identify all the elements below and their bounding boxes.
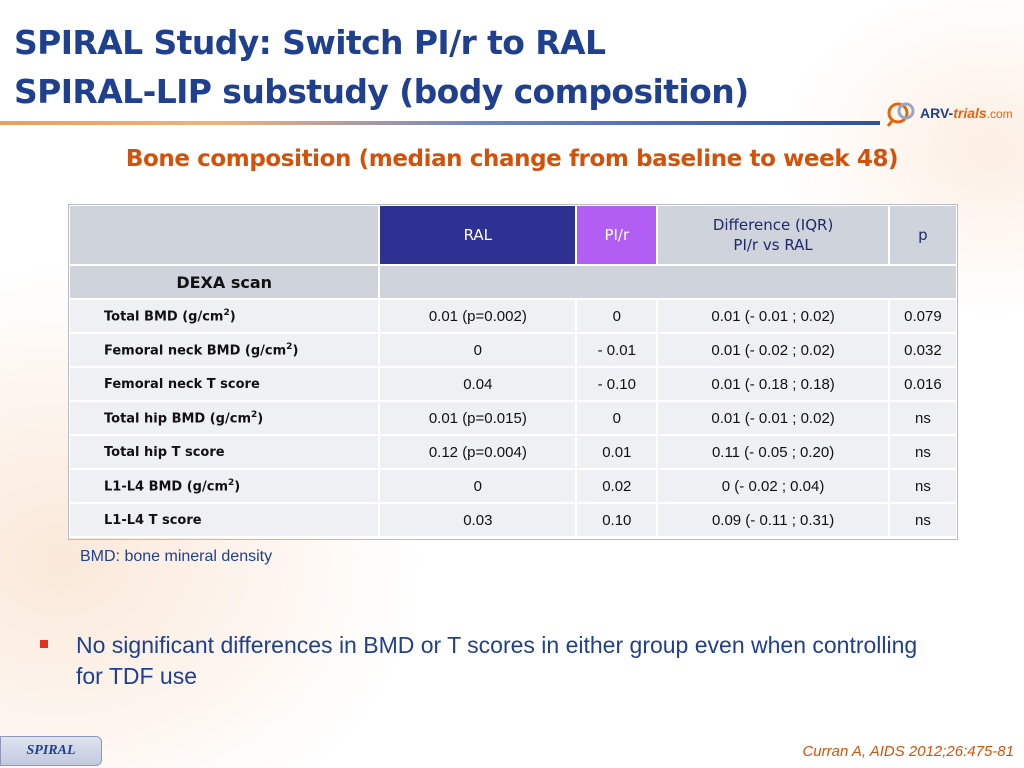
row-label-superscript: 2 bbox=[286, 341, 293, 352]
row-label-text: Total BMD (g/cm bbox=[104, 309, 224, 325]
cell-difference: 0 (- 0.02 ; 0.04) bbox=[656, 468, 890, 504]
slide-title: SPIRAL Study: Switch PI/r to RAL SPIRAL-… bbox=[14, 18, 749, 116]
section-row-dexa: DEXA scan bbox=[67, 264, 958, 300]
cell-pir: 0.10 bbox=[575, 502, 659, 538]
cell-pir: 0 bbox=[575, 298, 659, 334]
logo-com: .com bbox=[986, 107, 1013, 121]
cell-difference: 0.01 (- 0.01 ; 0.02) bbox=[656, 298, 890, 334]
row-label-end: ) bbox=[292, 343, 299, 359]
cell-pir: - 0.10 bbox=[575, 366, 659, 402]
cell-difference: 0.11 (- 0.05 ; 0.20) bbox=[656, 434, 890, 470]
header-pir: PI/r bbox=[575, 204, 659, 266]
row-label: Total hip BMD (g/cm2) bbox=[67, 400, 381, 436]
header-blank-cell bbox=[67, 204, 381, 266]
row-label-text: Femoral neck T score bbox=[104, 376, 260, 392]
cell-difference: 0.01 (- 0.01 ; 0.02) bbox=[656, 400, 890, 436]
logo-text: ARV-trials.com bbox=[920, 105, 1013, 121]
row-label-end: ) bbox=[229, 309, 236, 325]
header-difference-line-2: PI/r vs RAL bbox=[733, 236, 813, 254]
cell-p: ns bbox=[887, 502, 959, 538]
row-label: L1-L4 BMD (g/cm2) bbox=[67, 468, 381, 504]
title-divider bbox=[0, 121, 880, 125]
row-label: Total hip T score bbox=[67, 434, 381, 470]
row-label-text: Total hip T score bbox=[104, 444, 225, 460]
section-fill bbox=[378, 264, 958, 300]
cell-pir: 0.02 bbox=[575, 468, 659, 504]
table-header-row: RAL PI/r Difference (IQR) PI/r vs RAL p bbox=[67, 204, 959, 266]
section-label: DEXA scan bbox=[67, 264, 381, 300]
title-line-1: SPIRAL Study: Switch PI/r to RAL bbox=[14, 23, 606, 62]
arv-trials-logo: ARV-trials.com bbox=[886, 98, 1016, 128]
cell-p: ns bbox=[887, 400, 959, 436]
row-label-text: L1-L4 T score bbox=[104, 512, 202, 528]
cell-ral: 0.04 bbox=[378, 366, 578, 402]
table-row: Femoral neck BMD (g/cm2) 0- 0.01 0.01 (- 0… bbox=[67, 332, 959, 368]
citation: Curran A, AIDS 2012;26:475-81 bbox=[802, 743, 1014, 760]
badge-label: SPIRAL bbox=[26, 743, 76, 758]
cell-p: 0.032 bbox=[887, 332, 959, 368]
row-label: Femoral neck T score bbox=[67, 366, 381, 402]
cell-pir: - 0.01 bbox=[575, 332, 659, 368]
cell-difference: 0.01 (- 0.18 ; 0.18) bbox=[656, 366, 890, 402]
table-row: Total BMD (g/cm2) 0.01 (p=0.002) 0 0.01 (- … bbox=[67, 298, 959, 334]
title-line-2: SPIRAL-LIP substudy (body composition) bbox=[14, 72, 749, 111]
cell-p: 0.079 bbox=[887, 298, 959, 334]
bullet-text: No significant differences in BMD or T s… bbox=[76, 632, 918, 689]
row-label-end: ) bbox=[257, 411, 264, 427]
cell-pir: 0 bbox=[575, 400, 659, 436]
cell-difference: 0.09 (- 0.11 ; 0.31) bbox=[656, 502, 890, 538]
bone-composition-table: RAL PI/r Difference (IQR) PI/r vs RAL p … bbox=[67, 204, 959, 538]
cell-ral: 0.01 (p=0.015) bbox=[378, 400, 578, 436]
header-difference-line-1: Difference (IQR) bbox=[712, 216, 834, 234]
cell-p: ns bbox=[887, 468, 959, 504]
header-difference: Difference (IQR) PI/r vs RAL bbox=[656, 204, 890, 266]
row-label-superscript: 2 bbox=[251, 409, 258, 420]
row-label-text: Total hip BMD (g/cm bbox=[104, 411, 251, 427]
bullet-point: No significant differences in BMD or T s… bbox=[40, 630, 940, 692]
row-label-end: ) bbox=[234, 479, 241, 495]
slide-subtitle: Bone composition (median change from bas… bbox=[125, 146, 899, 172]
header-p: p bbox=[887, 204, 959, 266]
row-label-text: Femoral neck BMD (g/cm bbox=[104, 343, 287, 359]
row-label-superscript: 2 bbox=[223, 307, 230, 318]
row-label: Femoral neck BMD (g/cm2) bbox=[67, 332, 381, 368]
cell-ral: 0.01 (p=0.002) bbox=[378, 298, 578, 334]
cell-p: ns bbox=[887, 434, 959, 470]
logo-trials: trials bbox=[953, 105, 987, 121]
header-ral: RAL bbox=[378, 204, 578, 266]
cell-difference: 0.01 (- 0.02 ; 0.02) bbox=[656, 332, 890, 368]
logo-arv: ARV- bbox=[920, 105, 954, 121]
table-row: Total hip BMD (g/cm2) 0.01 (p=0.015) 0 0.01… bbox=[67, 400, 959, 436]
table-row: L1-L4 T score 0.03 0.10 0.09 (- 0.11 ; 0.31… bbox=[67, 502, 959, 538]
row-label-text: L1-L4 BMD (g/cm bbox=[104, 479, 228, 495]
row-label-superscript: 2 bbox=[228, 477, 235, 488]
footnote: BMD: bone mineral density bbox=[80, 548, 273, 565]
cell-p: 0.016 bbox=[887, 366, 959, 402]
table-row: L1-L4 BMD (g/cm2) 0 0.02 0 (- 0.02 ; 0.04) n… bbox=[67, 468, 959, 504]
bullet-square-icon bbox=[40, 640, 48, 648]
arv-trials-logo-icon bbox=[886, 102, 915, 127]
cell-pir: 0.01 bbox=[575, 434, 659, 470]
table-row: Total hip T score 0.12 (p=0.004) 0.01 0.11 … bbox=[67, 434, 959, 470]
cell-ral: 0 bbox=[378, 332, 578, 368]
cell-ral: 0.03 bbox=[378, 502, 578, 538]
row-label: L1-L4 T score bbox=[67, 502, 381, 538]
table-row: Femoral neck T score 0.04- 0.10 0.01 (- 0.… bbox=[67, 366, 959, 402]
row-label: Total BMD (g/cm2) bbox=[67, 298, 381, 334]
spiral-badge: SPIRAL bbox=[0, 736, 102, 766]
cell-ral: 0.12 (p=0.004) bbox=[378, 434, 578, 470]
cell-ral: 0 bbox=[378, 468, 578, 504]
